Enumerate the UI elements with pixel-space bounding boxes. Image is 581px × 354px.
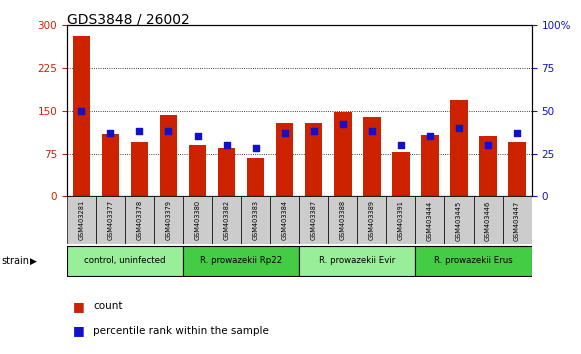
Text: GSM403446: GSM403446 (485, 200, 491, 241)
Bar (444, 196, 474, 244)
Bar (334, 112, 352, 196)
Bar (183, 246, 299, 275)
Bar (218, 148, 235, 196)
Point (454, 125, 464, 131)
Bar (415, 246, 532, 275)
Bar (479, 136, 497, 196)
Text: GSM403378: GSM403378 (137, 200, 142, 240)
Bar (154, 196, 183, 244)
Bar (503, 196, 532, 244)
Bar (508, 142, 526, 196)
Bar (357, 196, 386, 244)
Text: ▶: ▶ (30, 257, 37, 266)
Text: GSM403389: GSM403389 (369, 200, 375, 240)
Bar (189, 145, 206, 196)
Bar (328, 196, 357, 244)
Point (425, 133, 435, 139)
Bar (276, 123, 293, 196)
Text: GSM403384: GSM403384 (282, 200, 288, 240)
Point (483, 142, 493, 148)
Bar (212, 196, 241, 244)
Point (367, 129, 376, 134)
Text: GSM403391: GSM403391 (398, 200, 404, 240)
Text: GSM403445: GSM403445 (456, 200, 462, 241)
Text: GSM403377: GSM403377 (107, 200, 113, 240)
Text: GSM403281: GSM403281 (78, 200, 84, 240)
Text: GSM403447: GSM403447 (514, 200, 520, 241)
Text: percentile rank within the sample: percentile rank within the sample (93, 326, 269, 336)
Bar (131, 142, 148, 196)
Text: count: count (93, 301, 123, 311)
Text: GDS3848 / 26002: GDS3848 / 26002 (67, 12, 189, 27)
Text: GSM403388: GSM403388 (340, 200, 346, 240)
Point (193, 133, 202, 139)
Point (396, 142, 406, 148)
Text: GSM403387: GSM403387 (311, 200, 317, 240)
Text: R. prowazekii Rp22: R. prowazekii Rp22 (200, 256, 282, 265)
Bar (299, 196, 328, 244)
Bar (247, 158, 264, 196)
Text: strain: strain (1, 256, 29, 266)
Point (512, 130, 522, 136)
Point (135, 129, 144, 134)
Point (164, 129, 173, 134)
Point (309, 129, 318, 134)
Bar (67, 196, 96, 244)
Text: R. prowazekii Evir: R. prowazekii Evir (319, 256, 396, 265)
Bar (160, 115, 177, 196)
Point (222, 142, 231, 148)
Bar (474, 196, 503, 244)
Bar (392, 153, 410, 196)
Point (338, 121, 347, 127)
Bar (102, 133, 119, 196)
Text: GSM403444: GSM403444 (427, 200, 433, 241)
Text: GSM403382: GSM403382 (224, 200, 229, 240)
Bar (386, 196, 415, 244)
Bar (299, 246, 415, 275)
Text: GSM403383: GSM403383 (253, 200, 259, 240)
Bar (241, 196, 270, 244)
Text: GSM403380: GSM403380 (195, 200, 200, 240)
Bar (270, 196, 299, 244)
Text: ■: ■ (73, 325, 84, 337)
Bar (415, 196, 444, 244)
Bar (125, 196, 154, 244)
Point (77, 108, 86, 113)
Bar (363, 118, 381, 196)
Bar (421, 135, 439, 196)
Text: GSM403379: GSM403379 (166, 200, 171, 240)
Point (280, 130, 289, 136)
Bar (67, 246, 183, 275)
Text: control, uninfected: control, uninfected (84, 256, 166, 265)
Bar (305, 123, 322, 196)
Point (251, 145, 260, 151)
Bar (450, 100, 468, 196)
Text: R. prowazekii Erus: R. prowazekii Erus (434, 256, 513, 265)
Text: ■: ■ (73, 300, 84, 313)
Bar (73, 36, 90, 196)
Bar (183, 196, 212, 244)
Bar (96, 196, 125, 244)
Point (106, 130, 115, 136)
